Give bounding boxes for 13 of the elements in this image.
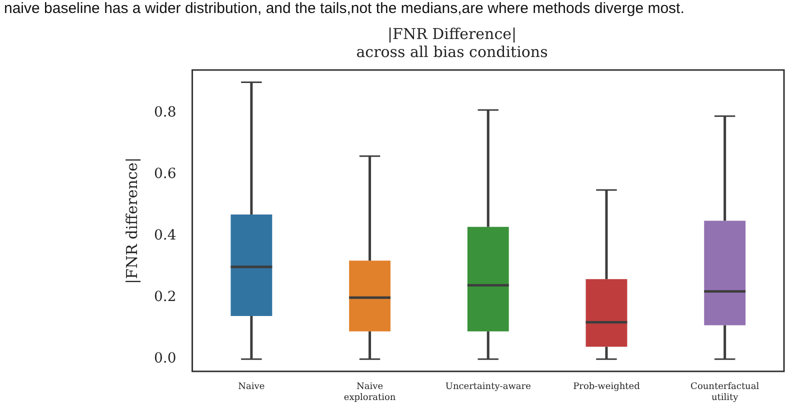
y-tick-label: 0.8 [154, 104, 176, 121]
y-tick-label: 0.6 [154, 166, 176, 182]
x-tick-label: Uncertainty-aware [445, 382, 531, 392]
y-tick-label: 0.0 [154, 350, 176, 367]
y-tick-label: 0.4 [154, 228, 176, 244]
x-tick-label: Counterfactual utility [690, 382, 760, 403]
y-axis-title: |FNR difference| [122, 157, 141, 284]
x-tick-label: Naive exploration [344, 382, 396, 403]
text: naive baseline has a wider distribution, and the tails,not the medians,are where methods diverge most. [4, 0, 684, 17]
y-tick-label: 0.2 [154, 289, 176, 306]
chart-title: |FNR Difference| across all bias conditions [356, 24, 548, 61]
x-tick-label: Naive [238, 382, 265, 392]
x-tick-label: Prob-weighted [573, 382, 640, 392]
